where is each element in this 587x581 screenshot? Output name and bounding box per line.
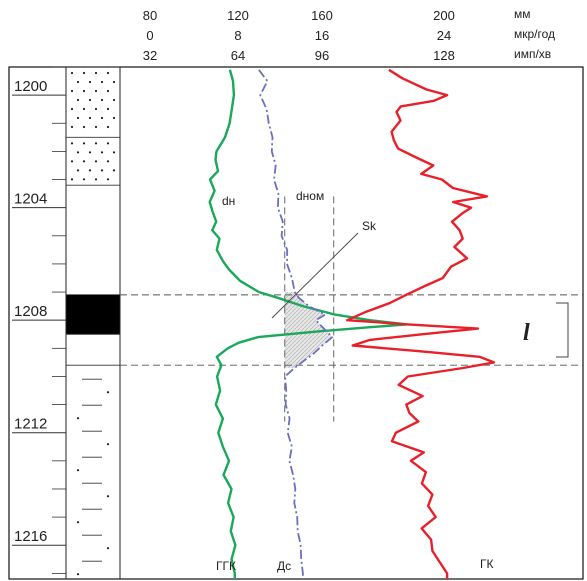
- lith-sand-dot: [88, 151, 92, 154]
- lith-sand-dot: [70, 125, 74, 129]
- lith-sand-dot: [88, 98, 92, 102]
- depth-label-1212: 1212: [14, 416, 47, 433]
- scale-row2-3: 24: [437, 28, 451, 43]
- sk-leader-line: [271, 232, 359, 319]
- scale-row1-1: 120: [227, 8, 249, 23]
- annotations: dн dном Sk l ГГК Дс ГК: [216, 189, 569, 573]
- lith-sand-dot: [94, 89, 98, 93]
- depth-axis: 1200 1204 1208 1212 1216: [12, 66, 66, 574]
- lith-silt-dot: [106, 443, 110, 446]
- scale-row1-0: 80: [143, 8, 157, 23]
- lith-sand-dot: [106, 89, 110, 93]
- lith-sand-dot: [106, 71, 110, 75]
- depth-label-1216: 1216: [14, 528, 47, 545]
- lith-sand-dot: [88, 116, 92, 120]
- lith-silt-dot: [76, 573, 80, 576]
- sk-hatched-area: [284, 292, 333, 369]
- curve-ds: [258, 69, 334, 579]
- depth-label-1200: 1200: [14, 78, 47, 95]
- lith-sand-dot: [70, 107, 74, 111]
- layer-bracket: [556, 302, 569, 358]
- lith-coal: [66, 294, 120, 335]
- lith-sand-dot: [112, 80, 116, 84]
- lith-sand-dot: [106, 142, 110, 145]
- plot-frame: [8, 66, 584, 580]
- label-ds: Дс: [277, 559, 291, 573]
- lith-sand-dot: [82, 125, 86, 129]
- lith-sand-dot: [70, 160, 74, 163]
- scale-row3-2: 96: [315, 48, 329, 63]
- label-ggk: ГГК: [216, 559, 236, 573]
- lith-sand-dot: [100, 80, 104, 84]
- dn-label: dн: [222, 194, 235, 208]
- lith-sand-dot: [70, 178, 74, 181]
- depth-label-1208: 1208: [14, 303, 47, 320]
- lith-sand-dot: [82, 107, 86, 111]
- lith-sand-dot: [82, 89, 86, 93]
- lith-sand-dot: [112, 151, 116, 154]
- lith-silt-dot: [106, 547, 110, 550]
- lith-sand-dot: [106, 125, 110, 129]
- lith-sand-dot: [88, 80, 92, 84]
- depth-label-1204: 1204: [14, 191, 47, 208]
- scale-row1-2: 160: [311, 8, 333, 23]
- lith-sand-dot: [88, 169, 92, 172]
- lith-sand-dot: [106, 160, 110, 163]
- lith-sand-dot: [70, 71, 74, 75]
- scale-row2-1: 8: [234, 28, 241, 43]
- scale-header: 80 120 160 200 мм 0 8 16 24 мкр/год 32 6…: [143, 7, 555, 63]
- scale-row1-unit: мм: [514, 7, 531, 21]
- lith-sand-dot: [100, 151, 104, 154]
- lith-sand-dot: [70, 142, 74, 145]
- scale-row3-unit: имп/хв: [514, 47, 551, 61]
- curve-ggk: [208, 69, 409, 579]
- guide-lines: [120, 196, 583, 422]
- sk-label: Sk: [362, 219, 377, 233]
- lithology-column: [66, 66, 120, 576]
- lith-sand-dot: [82, 178, 86, 181]
- dnom-label: dном: [296, 189, 324, 203]
- log-curves: [208, 68, 496, 579]
- lith-sand-dot: [82, 160, 86, 163]
- lith-silt-dot: [76, 521, 80, 524]
- lith-silt-dot: [106, 495, 110, 498]
- scale-row2-unit: мкр/год: [514, 27, 555, 41]
- lith-sand-dot: [94, 160, 98, 163]
- scale-row2-0: 0: [146, 28, 153, 43]
- lith-sand-dot: [76, 98, 80, 102]
- lith-sand-dot: [94, 125, 98, 129]
- scale-row3-0: 32: [143, 48, 157, 63]
- curve-gk: [346, 68, 496, 579]
- scale-row1-3: 200: [433, 8, 455, 23]
- lith-sand-dot: [76, 80, 80, 84]
- lith-sand-dot: [82, 142, 86, 145]
- layer-mark: l: [523, 320, 530, 346]
- lith-silt-dot: [106, 391, 110, 394]
- lith-silt-dot: [76, 417, 80, 420]
- scale-row3-1: 64: [231, 48, 245, 63]
- lith-sand-dot: [112, 169, 116, 172]
- lith-sand-dot: [76, 169, 80, 172]
- scale-row3-3: 128: [433, 48, 455, 63]
- lith-sand-dot: [94, 107, 98, 111]
- lith-sand-dot: [94, 178, 98, 181]
- sk-area: [284, 292, 333, 369]
- lith-sand-dot: [112, 116, 116, 120]
- lith-sand-dot: [100, 169, 104, 172]
- lith-sand-dot: [100, 116, 104, 120]
- lith-silt-dot: [76, 469, 80, 472]
- lith-sand-dot: [106, 107, 110, 111]
- lith-sand-dot: [82, 71, 86, 75]
- lith-sand-dot: [76, 151, 80, 154]
- lith-sand-dot: [94, 142, 98, 145]
- label-gk: ГК: [480, 557, 494, 571]
- lith-sand-dot: [112, 98, 116, 102]
- lith-sand-dot: [100, 98, 104, 102]
- lith-sand-dot: [70, 89, 74, 93]
- scale-row2-2: 16: [315, 28, 329, 43]
- lith-sand-dot: [76, 116, 80, 120]
- lith-sand-dot: [94, 71, 98, 75]
- lith-sand-dot: [106, 178, 110, 181]
